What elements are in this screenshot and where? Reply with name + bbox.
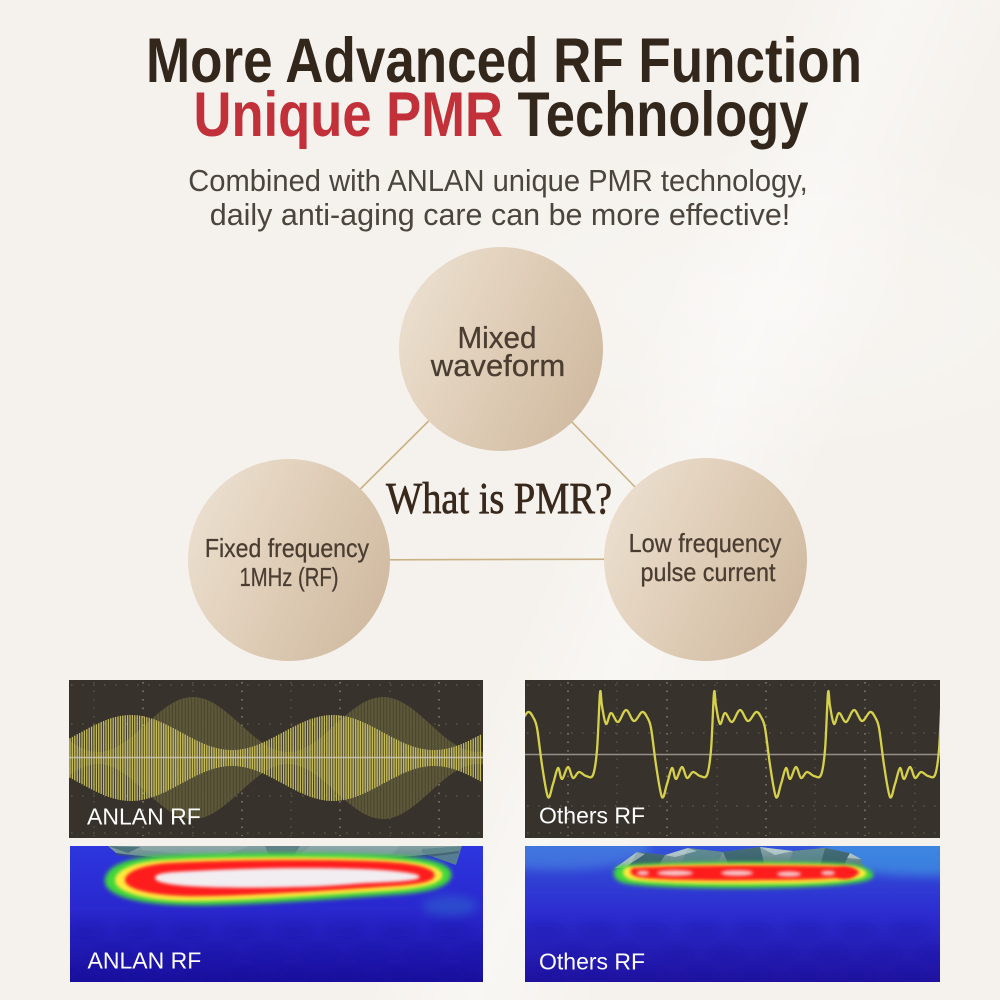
- svg-text:Others RF: Others RF: [539, 803, 645, 829]
- svg-text:Others RF: Others RF: [539, 949, 645, 975]
- svg-text:ANLAN RF: ANLAN RF: [87, 804, 201, 830]
- svg-text:ANLAN RF: ANLAN RF: [88, 948, 202, 974]
